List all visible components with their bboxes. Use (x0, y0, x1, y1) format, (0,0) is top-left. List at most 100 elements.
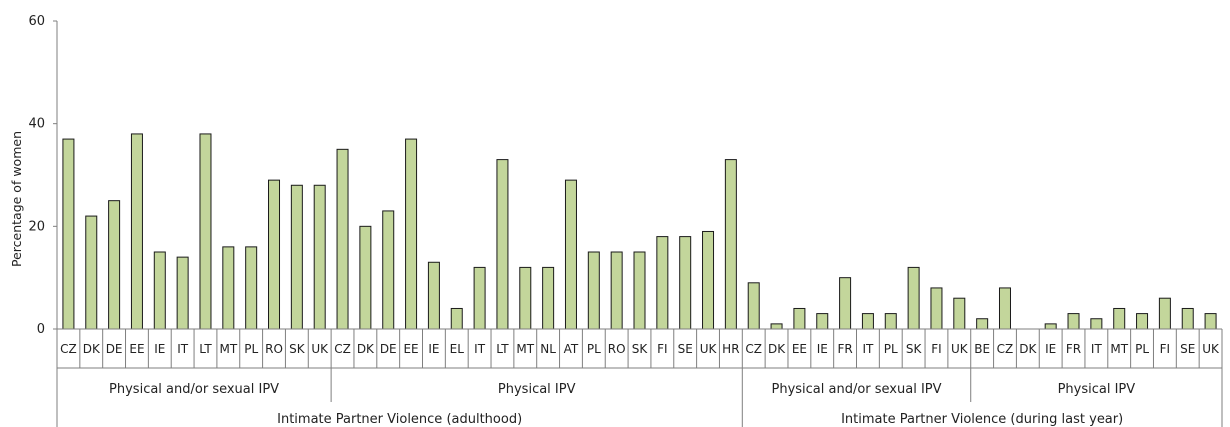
bar (1181, 307, 1194, 330)
category-label: SK (906, 342, 923, 356)
category-label: CZ (334, 342, 351, 356)
category-label: DE (380, 342, 397, 356)
bar (450, 307, 463, 330)
category-label: DK (83, 342, 101, 356)
bar (496, 159, 509, 330)
bar (245, 246, 258, 330)
category-label: MT (219, 342, 237, 356)
bar (930, 287, 943, 330)
bar (587, 251, 600, 330)
category-label: UK (311, 342, 329, 356)
bar (610, 251, 623, 330)
category-label: SK (289, 342, 306, 356)
bar (702, 230, 715, 330)
bars (62, 133, 1217, 330)
category-label: LT (496, 342, 509, 356)
bar (747, 282, 760, 330)
bar (108, 200, 121, 330)
group-label: Physical IPV (1058, 382, 1136, 397)
category-label: IT (177, 342, 189, 356)
category-label: BE (974, 342, 990, 356)
category-label: IT (862, 342, 874, 356)
bar (976, 318, 989, 330)
category-label: UK (951, 342, 969, 356)
bar (839, 277, 852, 330)
group-label: Physical IPV (498, 382, 576, 397)
category-label: IE (428, 342, 439, 356)
bar (816, 313, 829, 330)
category-label: EE (792, 342, 807, 356)
y-tick-label: 0 (37, 322, 45, 337)
bar (884, 313, 897, 330)
bar (1204, 313, 1217, 330)
y-tick-label: 20 (28, 219, 45, 234)
category-label: IT (474, 342, 486, 356)
supergroup-label: Intimate Partner Violence (during last y… (841, 412, 1123, 427)
category-label: IE (1045, 342, 1056, 356)
category-label: PL (1135, 342, 1149, 356)
category-label: UK (700, 342, 718, 356)
category-label: FI (931, 342, 941, 356)
category-label: NL (540, 342, 556, 356)
bar (313, 184, 326, 330)
category-label: RO (265, 342, 283, 356)
group-label: Physical and/or sexual IPV (771, 382, 941, 397)
x-axis: CZ DK DE EE IE IT LT MT PL RO SK UK CZ DK DE EE IE EL IT LT… (56, 328, 1223, 427)
category-label: SK (632, 342, 649, 356)
category-label: CZ (997, 342, 1014, 356)
category-label: UK (1202, 342, 1220, 356)
category-label: LT (199, 342, 212, 356)
category-label: FI (1160, 342, 1170, 356)
bar (405, 138, 418, 330)
y-axis-label: Percentage of women (9, 131, 24, 267)
bar (564, 179, 577, 330)
category-label: CZ (60, 342, 77, 356)
bar (1067, 313, 1080, 330)
bar (199, 133, 212, 330)
bar (359, 225, 372, 330)
supergroup-label: Intimate Partner Violence (adulthood) (277, 412, 522, 427)
category-label: PL (244, 342, 258, 356)
category-label: FI (657, 342, 667, 356)
bar (542, 266, 555, 330)
bar (907, 266, 920, 330)
bar (519, 266, 532, 330)
category-label: PL (884, 342, 898, 356)
bar (770, 323, 783, 330)
bar (176, 256, 189, 330)
bar (153, 251, 166, 330)
bar (427, 261, 440, 330)
category-label: FR (837, 342, 852, 356)
category-label: RO (608, 342, 626, 356)
y-tick-label: 40 (28, 117, 45, 132)
category-label: IT (1091, 342, 1103, 356)
bar (679, 236, 692, 330)
group-label: Physical and/or sexual IPV (109, 382, 279, 397)
category-label: MT (516, 342, 534, 356)
bar (1136, 313, 1149, 330)
bar (656, 236, 669, 330)
category-label: EE (129, 342, 144, 356)
bar (1113, 307, 1126, 330)
category-label: HR (722, 342, 739, 356)
y-tick-label: 60 (28, 14, 45, 29)
category-label: DK (768, 342, 786, 356)
category-label: IE (817, 342, 828, 356)
bar (382, 210, 395, 330)
bar (473, 266, 486, 330)
bar (130, 133, 143, 330)
bar (336, 148, 349, 330)
bar (85, 215, 98, 330)
category-label: CZ (745, 342, 762, 356)
bar (861, 313, 874, 330)
bar (290, 184, 303, 330)
category-label: EL (450, 342, 465, 356)
category-label: DK (1019, 342, 1037, 356)
bar (953, 297, 966, 330)
category-label: DE (106, 342, 123, 356)
bar (62, 138, 75, 330)
category-label: IE (154, 342, 165, 356)
bar (268, 179, 281, 330)
category-label: DK (357, 342, 375, 356)
